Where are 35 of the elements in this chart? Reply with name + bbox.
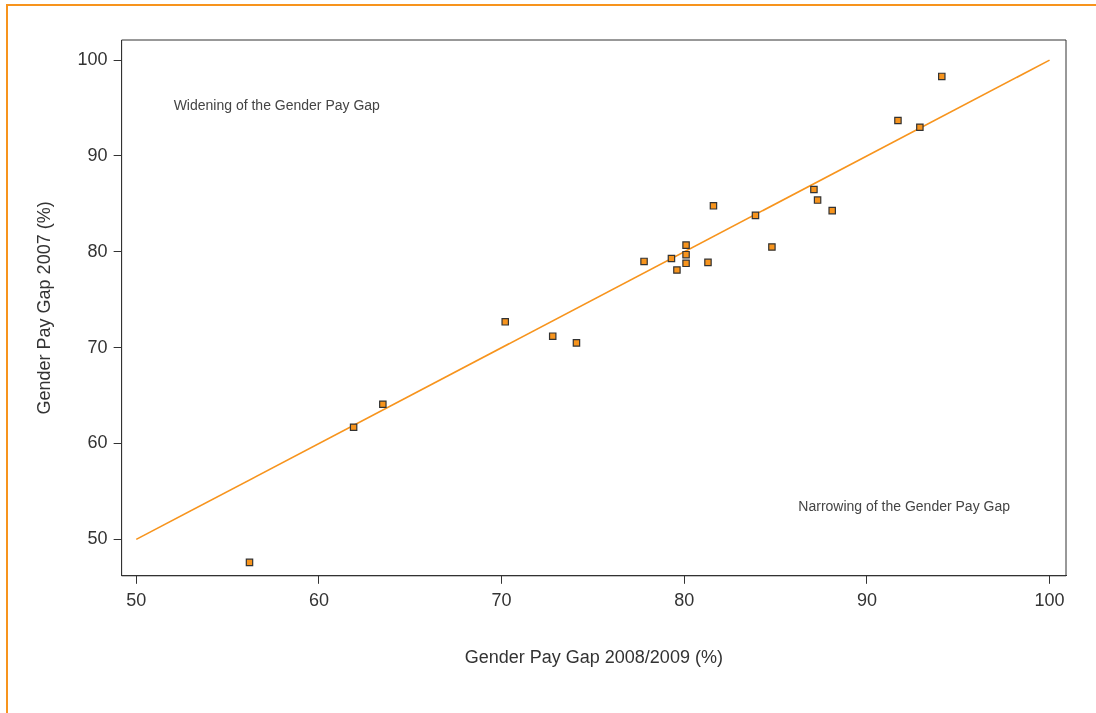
point: [709, 202, 718, 210]
point: [894, 116, 902, 125]
annotation: Widening of the Gender Pay Gap: [173, 96, 381, 113]
point: [682, 250, 690, 259]
y-tick-label: 90: [87, 144, 108, 165]
point: [768, 243, 776, 251]
y-tick-label: 70: [87, 336, 108, 357]
y-tick-label: 60: [87, 432, 108, 453]
point: [813, 196, 822, 204]
point: [810, 185, 818, 194]
y-tick-label: 80: [87, 240, 108, 261]
x-tick-label: 50: [126, 589, 147, 610]
y-tick-label: 50: [87, 528, 108, 549]
point: [501, 318, 510, 326]
x-axis-title: Gender Pay Gap 2008/2009 (%): [464, 647, 723, 668]
y-axis-title: Gender Pay Gap 2007 (%): [33, 201, 54, 415]
point: [572, 339, 581, 347]
point: [379, 400, 387, 409]
x-tick-label: 60: [308, 589, 329, 610]
point: [916, 123, 924, 132]
x-tick-label: 90: [856, 589, 877, 610]
x-tick-label: 70: [491, 589, 512, 610]
point: [640, 257, 648, 266]
point: [682, 241, 690, 249]
point: [548, 332, 557, 340]
x-tick-label: 80: [674, 589, 695, 610]
point: [673, 266, 681, 274]
point: [349, 423, 358, 432]
point: [704, 258, 712, 267]
y-tick-label: 100: [77, 49, 108, 70]
point: [682, 259, 690, 268]
annotation: Narrowing of the Gender Pay Gap: [798, 497, 1011, 514]
x-tick-label: 100: [1034, 589, 1065, 610]
point: [828, 206, 836, 215]
point: [938, 72, 946, 81]
